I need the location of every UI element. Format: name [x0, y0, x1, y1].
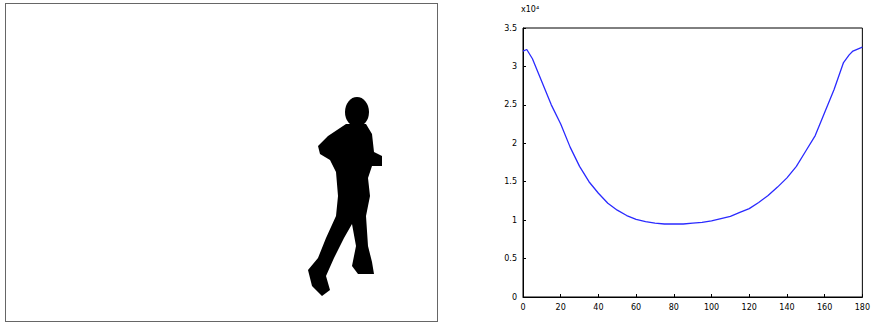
svg-text:180: 180: [855, 303, 870, 312]
svg-text:2: 2: [512, 139, 517, 148]
svg-text:100: 100: [704, 303, 719, 312]
svg-text:80: 80: [669, 303, 679, 312]
svg-text:0: 0: [520, 303, 525, 312]
svg-text:0.5: 0.5: [504, 254, 517, 263]
svg-text:1.5: 1.5: [504, 177, 517, 186]
svg-text:x10⁴: x10⁴: [521, 5, 539, 14]
svg-text:120: 120: [742, 303, 757, 312]
svg-text:20: 20: [556, 303, 566, 312]
svg-text:1: 1: [512, 216, 517, 225]
svg-text:140: 140: [779, 303, 794, 312]
svg-text:160: 160: [817, 303, 832, 312]
svg-text:3: 3: [512, 62, 517, 71]
svg-text:0: 0: [512, 293, 517, 302]
svg-text:60: 60: [631, 303, 641, 312]
svg-text:2.5: 2.5: [504, 100, 517, 109]
svg-text:40: 40: [593, 303, 603, 312]
svg-text:3.5: 3.5: [504, 24, 517, 33]
